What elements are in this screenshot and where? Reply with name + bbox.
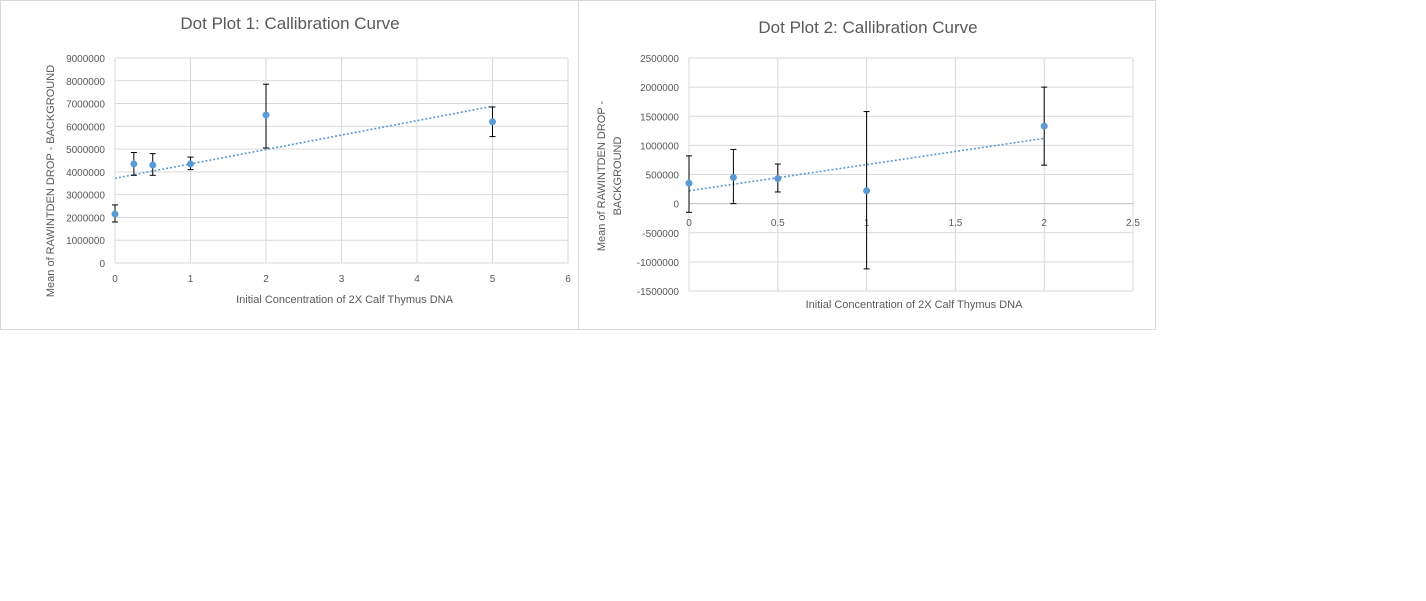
chart-1-x-axis-title: Initial Concentration of 2X Calf Thymus … xyxy=(236,294,453,306)
chart-2-y-axis-title: Mean of RAWINTDEN DROP - xyxy=(596,100,608,251)
chart-2-x-axis-title: Initial Concentration of 2X Calf Thymus … xyxy=(806,299,1023,311)
chart-1-y-axis-title: Mean of RAWINTDEN DROP - BACKGROUND xyxy=(45,65,57,297)
chart-2-panel: Dot Plot 2: Callibration Curve -1500000 -1… xyxy=(578,0,1156,330)
chart-1-x-tick-label: 5 xyxy=(490,274,496,285)
chart-2-data-point xyxy=(1040,122,1048,130)
chart-1-data-point xyxy=(489,118,496,126)
chart-2-data-point xyxy=(774,175,782,183)
chart-1-x-tick-label: 4 xyxy=(414,274,420,285)
chart-2-x-tick-label: 0 xyxy=(686,218,692,229)
chart-2-y-tick-label: -500000 xyxy=(642,229,679,240)
chart-2-data-point xyxy=(685,179,693,187)
chart-1-title: Dot Plot 1: Callibration Curve xyxy=(180,14,399,33)
chart-1-x-tick-label: 6 xyxy=(565,274,571,285)
chart-1-x-tick-label: 1 xyxy=(188,274,194,285)
chart-1-data-point xyxy=(130,160,138,168)
chart-2-data-point xyxy=(729,173,737,181)
chart-2-svg: Dot Plot 2: Callibration Curve -1500000 -1… xyxy=(596,18,1140,311)
chart-2-y-tick-label: -1500000 xyxy=(637,287,680,298)
chart-2-y-tick-label: 2000000 xyxy=(640,83,679,94)
chart-1-data-point xyxy=(149,161,157,169)
chart-2-title: Dot Plot 2: Callibration Curve xyxy=(758,18,977,37)
chart-1-svg: Dot Plot 1: Callibration Curve0100000020… xyxy=(45,14,571,306)
chart-1-panel: Dot Plot 1: Callibration Curve 0 1000000 20… xyxy=(0,0,579,330)
chart-1-y-tick-label: 4000000 xyxy=(66,168,105,179)
chart-1-y-tick-label: 6000000 xyxy=(66,122,105,133)
chart-2-y-tick-label: 2500000 xyxy=(640,54,679,65)
chart-2-x-tick-label: 1.5 xyxy=(948,218,962,229)
chart-1-y-tick-label: 1000000 xyxy=(66,236,105,247)
chart-1-data-point xyxy=(111,210,119,218)
chart-1-x-tick-label: 2 xyxy=(263,274,269,285)
chart-2-data-point xyxy=(863,187,871,195)
chart-1-trendline xyxy=(114,105,493,180)
chart-1-x-tick-label: 0 xyxy=(112,274,118,285)
chart-1-data-point xyxy=(187,160,194,168)
chart-1-y-tick-label: 0 xyxy=(99,259,105,270)
chart-2-x-tick-label: 2.5 xyxy=(1126,218,1140,229)
chart-1-y-tick-label: 8000000 xyxy=(66,77,105,88)
chart-2-y-tick-label: 1500000 xyxy=(640,112,679,123)
chart-2-y-tick-label: -1000000 xyxy=(637,258,680,269)
chart-1-y-tick-label: 9000000 xyxy=(66,54,105,65)
chart-2-x-tick-label: 2 xyxy=(1041,218,1047,229)
chart-1-y-tick-label: 5000000 xyxy=(66,145,105,156)
chart-2-x-tick-label: 0.5 xyxy=(771,218,785,229)
chart-2-y-tick-label: 1000000 xyxy=(640,141,679,152)
chart-2-y-tick-label: 0 xyxy=(673,200,679,211)
chart-1-y-tick-label: 3000000 xyxy=(66,191,105,202)
chart-2-y-axis-title: BACKGROUND xyxy=(612,137,624,216)
chart-2-y-tick-label: 500000 xyxy=(646,171,680,182)
chart-1-data-point xyxy=(262,111,270,119)
chart-1-x-tick-label: 3 xyxy=(339,274,345,285)
chart-1-y-tick-label: 2000000 xyxy=(66,213,105,224)
chart-1-y-tick-label: 7000000 xyxy=(66,100,105,111)
